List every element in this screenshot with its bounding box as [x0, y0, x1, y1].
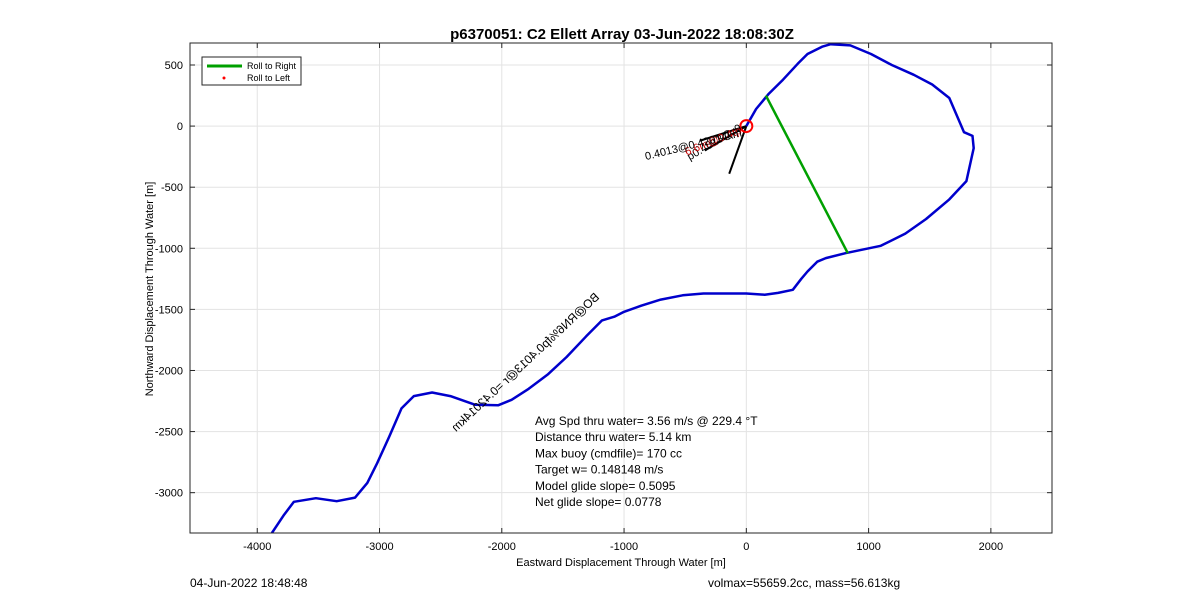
chart-title: p6370051: C2 Ellett Array 03-Jun-2022 18… [450, 26, 794, 43]
stats-line: Model glide slope= 0.5095 [535, 479, 676, 493]
x-tick-label: 0 [743, 541, 749, 553]
y-axis-label: Northward Displacement Through Water [m] [144, 182, 156, 397]
legend-label: Roll to Left [247, 73, 291, 83]
end-marker [739, 119, 754, 134]
stats-annotation: Avg Spd thru water= 3.56 m/s @ 229.4 °T D… [535, 414, 758, 509]
x-tick-label: -4000 [243, 541, 271, 553]
heading-ray [704, 125, 747, 152]
x-tick-label: -2000 [488, 541, 516, 553]
legend-box [201, 56, 302, 86]
legend: Roll to Right Roll to Left [201, 56, 302, 86]
track-line [270, 43, 975, 533]
stats-line: Max buoy (cmdfile)= 170 cc [535, 446, 682, 460]
stats-line: Avg Spd thru water= 3.56 m/s @ 229.4 °T [535, 414, 758, 428]
x-tick-label: -3000 [365, 541, 393, 553]
x-tick-label: 2000 [979, 541, 1003, 553]
axes-frame [189, 42, 1053, 534]
heading-ray [699, 125, 747, 142]
y-tick-label: 0 [177, 121, 183, 133]
heading-ray [728, 125, 748, 175]
y-tick-label: -1500 [155, 304, 183, 316]
stats-line: Net glide slope= 0.0778 [535, 495, 662, 509]
y-tick-label: -3000 [155, 488, 183, 500]
ticks: -4000 -3000 -2000 -1000 0 1000 2000 -3000 -2500 -… [155, 43, 1052, 553]
grid [190, 43, 1052, 533]
plot-area [190, 43, 1052, 533]
y-tick-label: 500 [165, 60, 183, 72]
footer-date: 04-Jun-2022 18:48:48 [190, 576, 308, 590]
x-tick-label: -1000 [610, 541, 638, 553]
legend-label: Roll to Right [247, 61, 297, 71]
y-tick-label: -2500 [155, 427, 183, 439]
y-tick-label: -1000 [155, 243, 183, 255]
stats-line: Target w= 0.148148 m/s [535, 463, 663, 477]
footer-vol-mass: volmax=55659.2cc, mass=56.613kg [708, 576, 901, 590]
y-tick-label: -500 [161, 182, 183, 194]
x-axis-label: Eastward Displacement Through Water [m] [516, 557, 726, 569]
roll-right-segment [764, 94, 849, 254]
stats-line: Distance thru water= 5.14 km [535, 430, 691, 444]
legend-swatch-dot [222, 76, 226, 80]
x-tick-label: 1000 [856, 541, 880, 553]
y-tick-label: -2000 [155, 365, 183, 377]
